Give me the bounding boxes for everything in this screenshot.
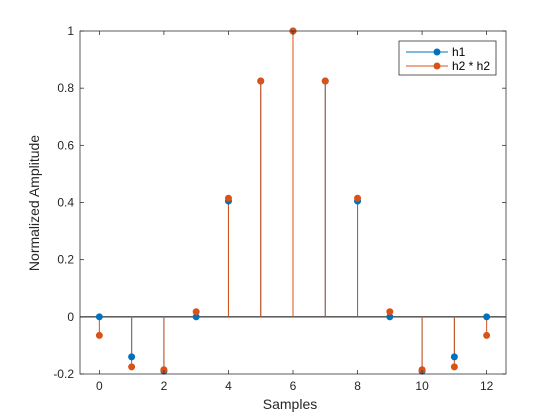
legend-marker-h2-h2 — [433, 62, 441, 70]
stem-marker-series1-x12 — [483, 331, 491, 339]
legend-marker-h1 — [433, 48, 441, 56]
stem-marker-series1-x1 — [128, 363, 136, 371]
stem-marker-series1-x3 — [192, 308, 200, 316]
legend-box — [398, 40, 497, 76]
y-tick-label: -0.2 — [53, 367, 74, 381]
stem-marker-series0-x12 — [483, 313, 491, 321]
stem-marker-series0-x1 — [128, 353, 136, 361]
x-tick-label: 6 — [290, 379, 297, 393]
y-tick-label: 0.4 — [57, 196, 74, 210]
stem-marker-series1-x8 — [354, 194, 362, 202]
y-tick-label: 1 — [67, 24, 74, 38]
stem-marker-series1-x9 — [386, 308, 394, 316]
y-tick-label: 0 — [67, 310, 74, 324]
stem-marker-series0-x3 — [192, 313, 200, 321]
y-tick-label: 0.8 — [57, 81, 74, 95]
x-tick-label: 10 — [415, 379, 429, 393]
legend-label-h1: h1 — [452, 45, 466, 59]
y-tick-label: 0.6 — [57, 138, 74, 152]
stem-marker-series1-x0 — [95, 331, 103, 339]
stem-marker-series0-x0 — [95, 313, 103, 321]
x-tick-label: 2 — [161, 379, 168, 393]
x-axis-label: Samples — [263, 396, 317, 412]
y-axis-label: Normalized Amplitude — [26, 135, 42, 271]
x-tick-label: 4 — [225, 379, 232, 393]
x-tick-label: 12 — [480, 379, 494, 393]
stem-marker-series1-x5 — [257, 77, 265, 85]
stem-marker-series1-x4 — [224, 194, 232, 202]
stem-marker-series0-x9 — [386, 313, 394, 321]
stem-marker-series0-x11 — [450, 353, 458, 361]
y-tick-label: 0.2 — [57, 253, 74, 267]
stem-marker-series1-x11 — [450, 363, 458, 371]
stem-marker-series1-x7 — [321, 77, 329, 85]
stem-marker-series1-x10 — [418, 366, 426, 374]
x-tick-label: 0 — [96, 379, 103, 393]
x-tick-label: 8 — [354, 379, 361, 393]
legend: h1 h2 * h2 — [398, 40, 497, 76]
legend-label-h2-h2: h2 * h2 — [452, 59, 490, 73]
stem-marker-series1-x2 — [160, 366, 168, 374]
